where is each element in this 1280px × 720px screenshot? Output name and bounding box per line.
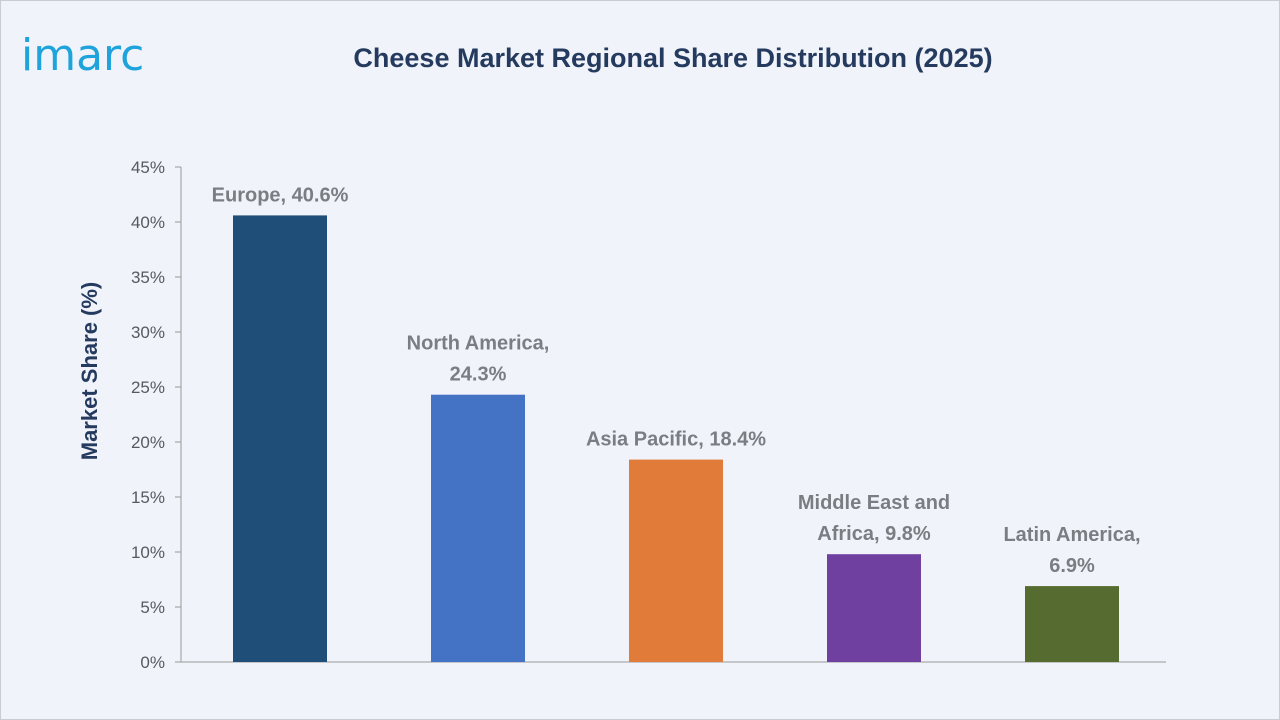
y-tick-label: 25% (131, 378, 165, 397)
data-label: 24.3% (450, 364, 507, 386)
y-tick-label: 45% (131, 158, 165, 177)
bar-latin-america (1025, 586, 1119, 662)
y-axis: 0% 5% 10% 15% 20% 25% 30% 35% 40% 45% (131, 158, 1166, 672)
y-tick-label: 5% (140, 598, 165, 617)
data-labels: Europe, 40.6% North America, 24.3% Asia Pac… (212, 184, 1141, 577)
bars (233, 215, 1119, 662)
bar-north-america (431, 394, 525, 662)
y-tick-label: 40% (131, 213, 165, 232)
data-label: Africa, 9.8% (817, 523, 931, 545)
imarc-logo: imarc (21, 30, 145, 81)
data-label: Europe, 40.6% (212, 184, 349, 206)
y-tick-label: 20% (131, 433, 165, 452)
y-tick-label: 30% (131, 323, 165, 342)
bar-asia-pacific (629, 459, 723, 662)
data-label: Middle East and (798, 492, 950, 514)
data-label: North America, (407, 333, 550, 355)
bar-middle-east-and-africa (827, 554, 921, 662)
chart-title: Cheese Market Regional Share Distributio… (353, 43, 993, 73)
y-tick-label: 10% (131, 543, 165, 562)
y-axis-label: Market Share (%) (77, 282, 102, 461)
data-label: Latin America, (1003, 524, 1140, 546)
y-tick-label: 0% (140, 653, 165, 672)
data-label: Asia Pacific, 18.4% (586, 429, 766, 451)
y-tick-label: 15% (131, 488, 165, 507)
data-label: 6.9% (1049, 555, 1095, 577)
bar-europe (233, 215, 327, 662)
y-tick-label: 35% (131, 268, 165, 287)
